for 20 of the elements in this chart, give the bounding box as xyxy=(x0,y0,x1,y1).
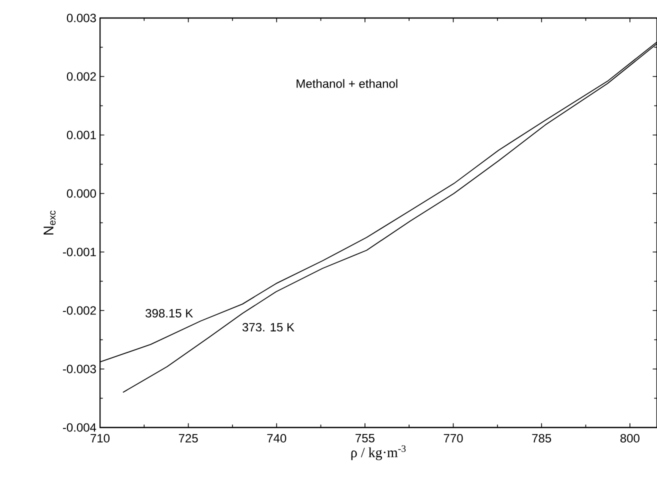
y-tick-label: -0.002 xyxy=(62,306,96,315)
series-label: 373. 15 K xyxy=(242,322,294,332)
x-tick-label: 710 xyxy=(90,434,110,443)
x-tick-label: 755 xyxy=(356,434,374,442)
series-label: 398.15 K xyxy=(146,308,194,318)
annotation: Methanol + ethanol xyxy=(296,79,398,88)
y-tick-label: 0.001 xyxy=(66,130,96,140)
x-tick-label: 785 xyxy=(532,434,552,443)
y-tick-label: -0.003 xyxy=(62,364,96,374)
x-tick-label: 800 xyxy=(620,434,640,443)
y-tick-label: -0.004 xyxy=(62,423,96,432)
x-tick-label: 725 xyxy=(178,434,198,443)
y-tick-label: 0.000 xyxy=(66,189,96,198)
y-tick-label: -0.001 xyxy=(62,248,96,256)
x-tick-label: 770 xyxy=(444,434,463,443)
y-tick-label: 0.003 xyxy=(66,14,96,22)
x-tick-label: 740 xyxy=(267,434,286,443)
y-axis-title: N$_{exc}$ xyxy=(44,210,56,235)
y-tick-label: 0.002 xyxy=(66,72,96,81)
x-axis-title: ρ / kg·m$^{-3}$ xyxy=(351,445,406,460)
